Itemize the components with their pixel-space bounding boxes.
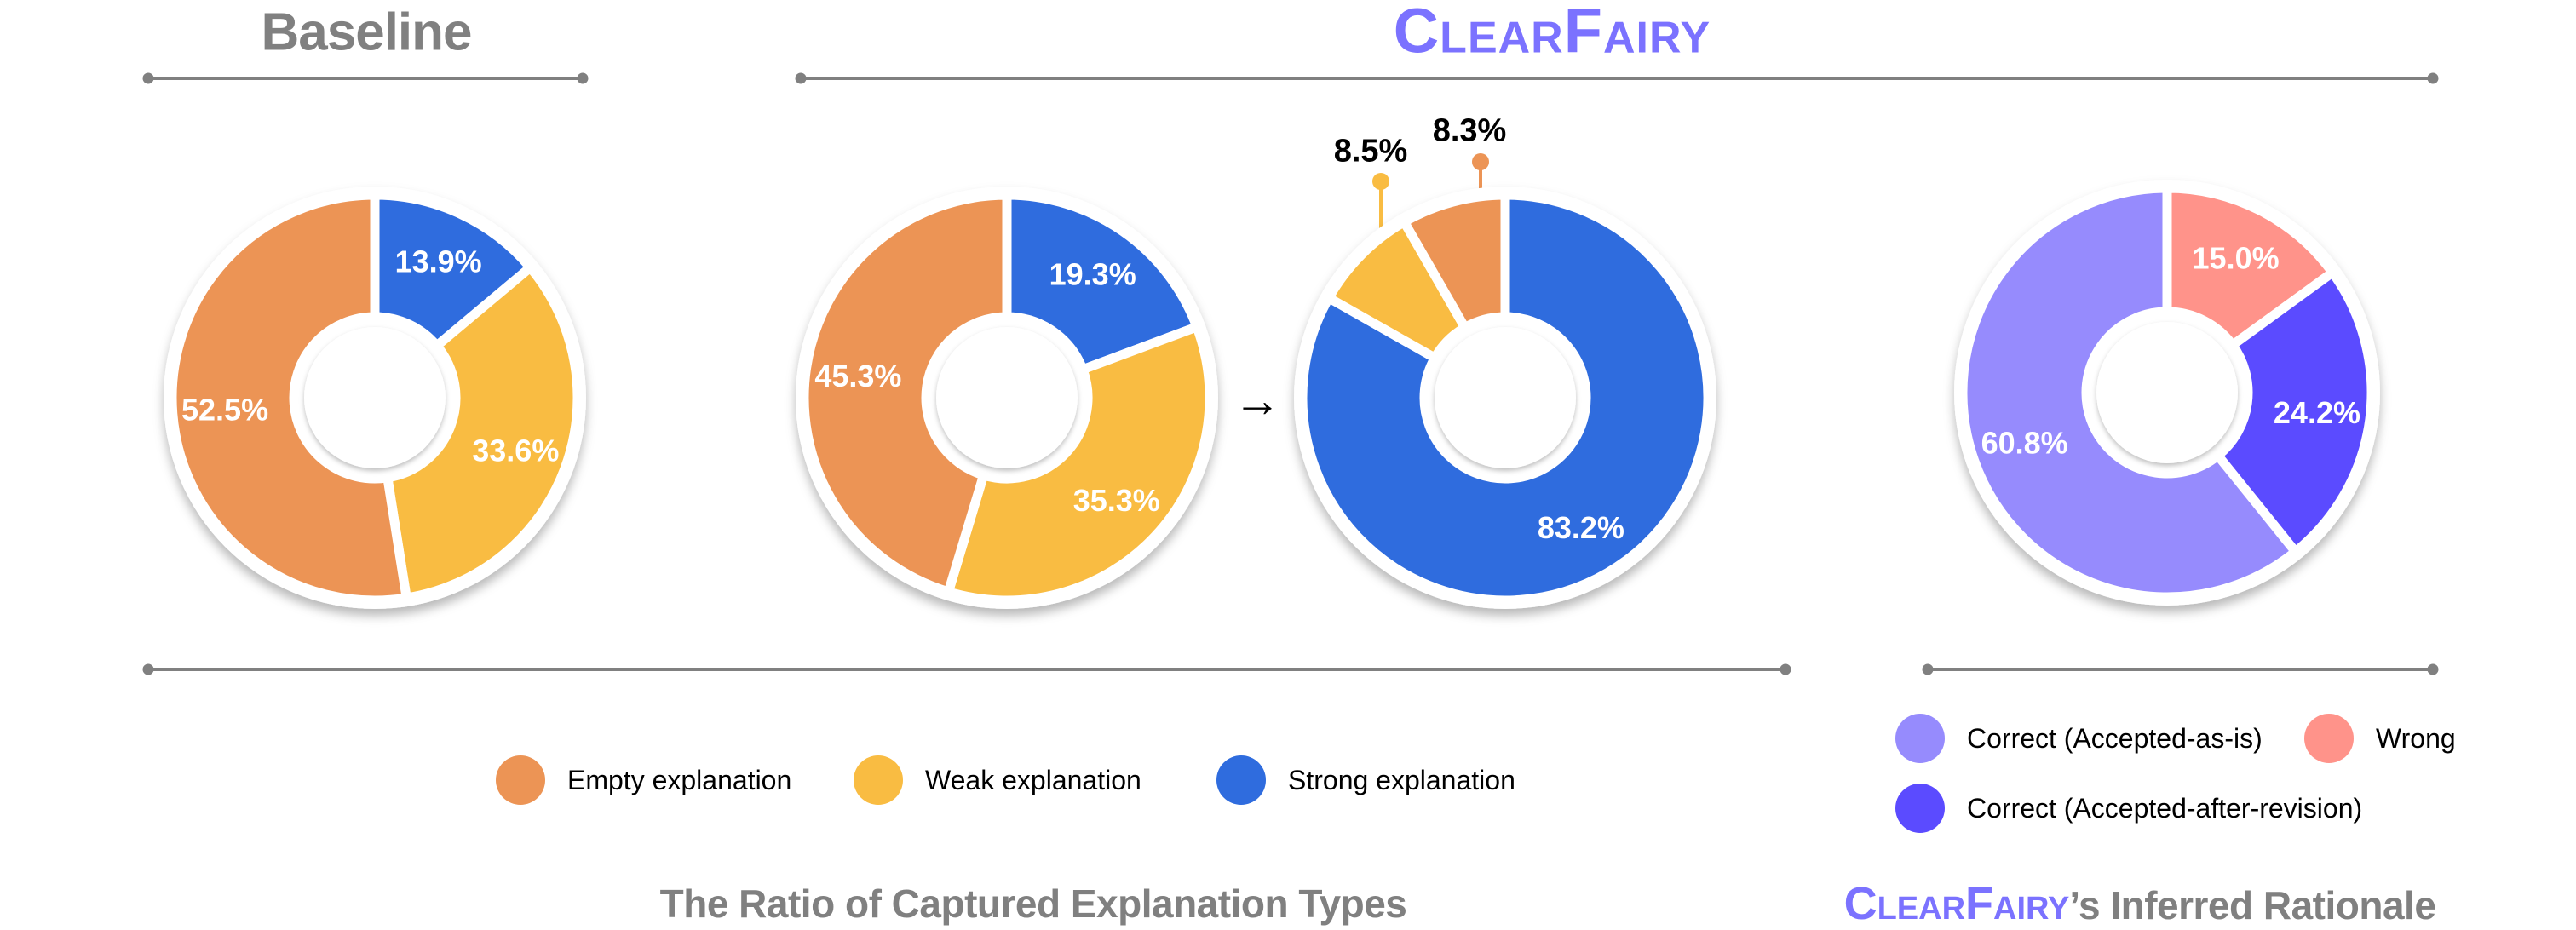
donut-baseline: 13.9% 33.6% 52.5% [164,187,586,609]
legend-label: Empty explanation [567,764,792,795]
baseline-header-line [142,72,589,84]
slice-value-label: 52.5% [181,392,268,427]
slice-value-label: 24.2% [2274,395,2360,430]
slice-value-label: 35.3% [1073,483,1160,518]
legend-item-weak: Weak explanation [854,755,1141,805]
slice-value-label: 45.3% [814,359,901,393]
slice-value-label: 83.2% [1538,510,1624,545]
inferred-rationale-caption: ClearFairy’s Inferred Rationale [1844,877,2436,930]
legend-dot-correct-as-is-icon [1895,714,1945,763]
legend-label: Strong explanation [1288,764,1515,795]
arrow-right-icon: → [1233,373,1281,427]
rationale-footer-line [1922,663,2439,675]
callout-weak-label: 8.5% [1333,133,1408,169]
donut-slice [2162,183,2339,352]
caption-rest: ’s Inferred Rationale [2069,883,2436,927]
legend-dot-correct-after-revision-icon [1895,784,1945,833]
clearfairy-title: ClearFairy [1393,0,1711,66]
slice-value-label: 13.9% [395,244,482,279]
legend-dot-strong-icon [1216,755,1266,805]
slice-value-label: 60.8% [1981,426,2068,461]
donut-clearfairy-before: 19.3% 35.3% 45.3% [796,187,1218,609]
donut-inferred-rationale: 15.0% 24.2% 60.8% [1954,180,2380,606]
legend-dot-empty-icon [496,755,545,805]
slice-value-label: 19.3% [1049,257,1136,292]
clearfairy-header-line [795,72,2439,84]
legend-item-wrong: Wrong [2304,714,2456,763]
legend-label: Weak explanation [925,764,1141,795]
callout-empty-label: 8.3% [1432,112,1507,149]
legend-label: Correct (Accepted-after-revision) [1967,792,2363,824]
slice-value-label: 33.6% [472,433,559,468]
baseline-title: Baseline [261,3,472,62]
legend-label: Wrong [2376,722,2456,754]
legend-label: Correct (Accepted-as-is) [1967,722,2263,754]
explanation-types-caption: The Ratio of Captured Explanation Types [659,881,1407,926]
explanation-footer-line [142,663,1791,675]
legend-dot-weak-icon [854,755,903,805]
slice-value-label: 15.0% [2193,240,2280,275]
legend-item-strong: Strong explanation [1216,755,1515,805]
legend-item-empty: Empty explanation [496,755,791,805]
legend-item-correct-after-revision: Correct (Accepted-after-revision) [1895,784,2362,833]
caption-brand: ClearFairy [1843,878,2070,929]
legend-dot-wrong-icon [2304,714,2354,763]
donut-clearfairy-after: 83.2% [1294,187,1716,609]
legend-item-correct-as-is: Correct (Accepted-as-is) [1895,714,2263,763]
